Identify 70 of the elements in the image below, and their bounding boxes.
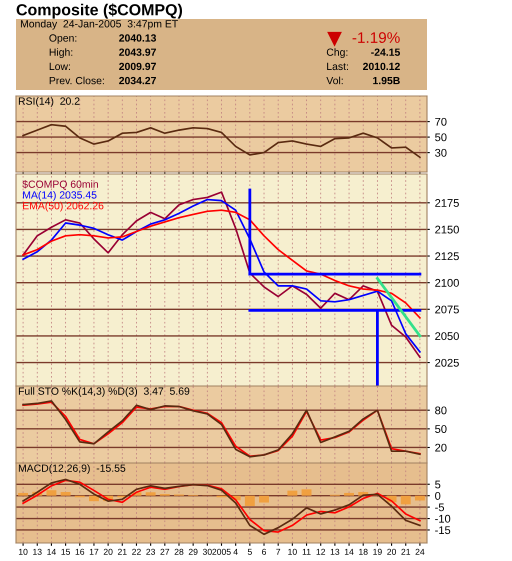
x-tick-label: 28 <box>174 548 184 555</box>
x-tick-label: 6 <box>262 548 266 555</box>
text: Low: <box>50 62 70 70</box>
x-tick-label: 29 <box>188 548 198 555</box>
x-tick-label: 4 <box>233 548 238 555</box>
text: -1.19% <box>352 32 400 43</box>
x-tick-label: 12 <box>316 548 326 555</box>
x-tick-label: 14 <box>47 548 56 555</box>
chart-title: MACD(12,26,9) -15.55 <box>18 464 126 474</box>
text: 2040.13 <box>119 34 156 42</box>
y-tick-label: 2175 <box>435 199 459 207</box>
text: 2034.27 <box>119 76 156 84</box>
y-tick-label: 2075 <box>435 306 459 314</box>
y-tick-label: 2150 <box>435 226 459 234</box>
x-tick-label: 15 <box>61 548 70 555</box>
y-tick-label: -5 <box>435 503 444 512</box>
x-tick-label: 23 <box>146 548 156 555</box>
text: Monday 24-Jan-2005 3:47pm ET <box>20 20 178 30</box>
x-tick-label: 14 <box>344 548 354 555</box>
text: Composite ($COMPQ) <box>16 3 182 19</box>
text: Prev. Close: <box>50 76 104 84</box>
x-tick-label: 10 <box>18 548 28 555</box>
x-tick-label: 27 <box>160 548 170 555</box>
chart-title: Full STO %K(14,3) %D(3) 3.47 5.69 <box>18 387 190 397</box>
x-tick-label: 11 <box>302 548 311 555</box>
x-tick-label: 7 <box>276 548 280 555</box>
y-tick-label: 0 <box>435 492 440 500</box>
text: Open: <box>49 34 76 44</box>
text: EMA(50) 2062.26 <box>23 202 104 212</box>
y-tick-label: 5 <box>435 480 440 488</box>
x-tick-label: 17 <box>90 548 98 555</box>
x-tick-label: 5 <box>248 548 252 555</box>
x-tick-label: 20 <box>104 548 113 555</box>
text: $COMPQ 60min <box>22 180 98 190</box>
x-tick-label: 21 <box>118 548 127 555</box>
x-tick-label: 16 <box>76 548 84 555</box>
x-tick-label: 18 <box>359 548 368 555</box>
y-tick-label: 2050 <box>435 332 459 340</box>
y-tick-label: 2100 <box>435 278 459 287</box>
x-tick-label: 20 <box>387 548 396 555</box>
y-tick-label: 50 <box>435 133 447 142</box>
x-tick-label: 22 <box>132 548 141 555</box>
text: Vol: <box>326 76 343 84</box>
y-tick-label: 2025 <box>435 358 459 367</box>
x-tick-label: 30 <box>202 548 212 555</box>
x-tick-label: 2005 <box>212 548 231 555</box>
x-tick-label: 24 <box>416 548 424 555</box>
chart-title: RSI(14) 20.2 <box>18 97 80 107</box>
x-tick-label: 19 <box>373 548 382 555</box>
y-tick-label: -15 <box>435 526 450 534</box>
y-tick-label: -10 <box>435 514 450 523</box>
x-tick-label: 13 <box>33 548 42 555</box>
text: Chg: <box>326 48 348 58</box>
text: MA(14) 2035.45 <box>23 191 97 201</box>
text: 2010.12 <box>362 62 400 70</box>
y-tick-label: 50 <box>435 425 447 433</box>
text: 2043.97 <box>119 48 156 56</box>
text: -24.15 <box>371 48 400 56</box>
text: Last: <box>327 62 348 70</box>
y-tick-label: 2125 <box>435 252 459 260</box>
text: 2009.97 <box>119 62 156 70</box>
text: High: <box>50 48 72 58</box>
y-tick-label: 70 <box>435 118 447 126</box>
y-tick-label: 30 <box>435 148 447 157</box>
x-tick-label: 10 <box>288 548 297 555</box>
text: 1.95B <box>373 76 400 84</box>
y-tick-label: 80 <box>435 406 447 414</box>
x-tick-label: 13 <box>330 548 340 555</box>
y-tick-label: 20 <box>435 444 447 452</box>
x-tick-label: 21 <box>401 548 410 555</box>
